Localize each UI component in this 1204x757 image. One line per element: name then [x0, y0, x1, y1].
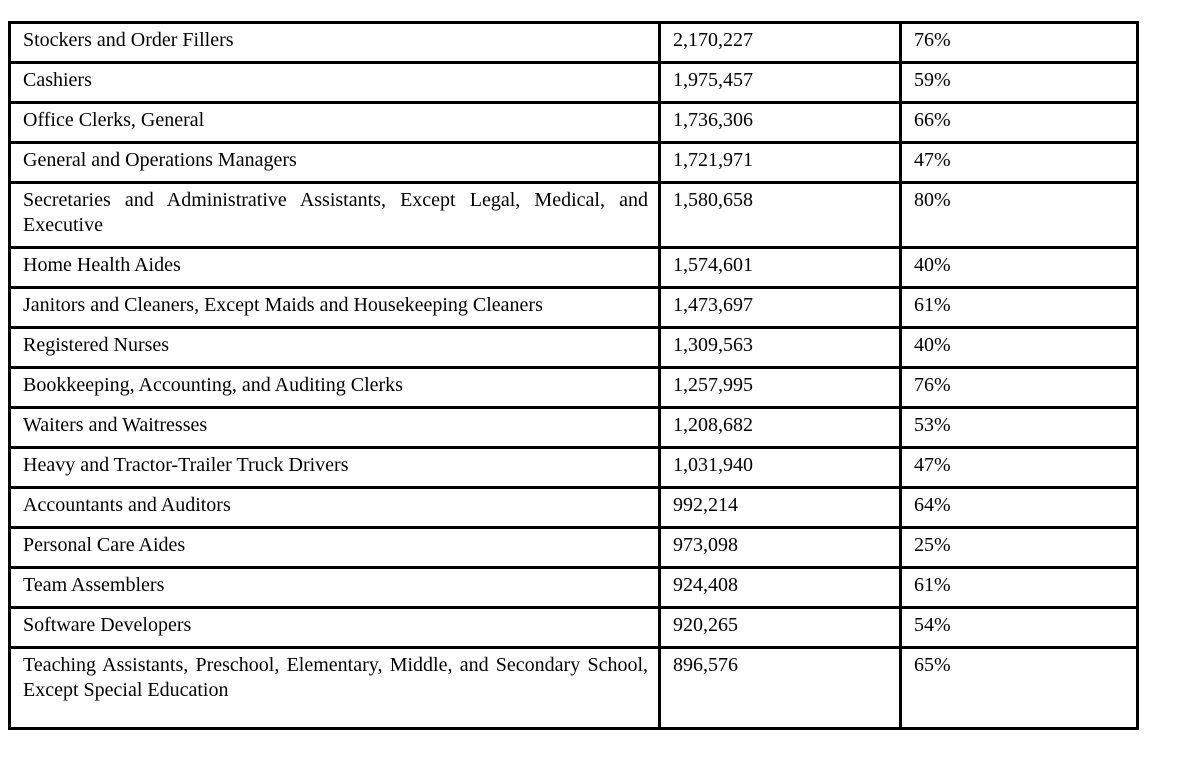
percent-cell: 80%	[899, 181, 1139, 249]
percent-cell: 54%	[899, 606, 1139, 649]
occupation-cell: Home Health Aides	[8, 246, 661, 289]
employment-cell: 1,574,601	[658, 246, 902, 289]
table-row: Secretaries and Administrative Assistant…	[8, 181, 1139, 249]
employment-cell: 1,031,940	[658, 446, 902, 489]
employment-cell: 992,214	[658, 486, 902, 529]
table-row: Registered Nurses 1,309,563 40%	[8, 326, 1139, 369]
employment-cell: 1,736,306	[658, 101, 902, 144]
employment-cell: 1,721,971	[658, 141, 902, 184]
occupation-cell: Bookkeeping, Accounting, and Auditing Cl…	[8, 366, 661, 409]
employment-cell: 1,473,697	[658, 286, 902, 329]
table-row: Office Clerks, General 1,736,306 66%	[8, 101, 1139, 144]
occupation-cell: Team Assemblers	[8, 566, 661, 609]
percent-cell: 61%	[899, 286, 1139, 329]
employment-cell: 1,309,563	[658, 326, 902, 369]
employment-cell: 1,975,457	[658, 61, 902, 104]
percent-cell: 76%	[899, 366, 1139, 409]
table-row: Bookkeeping, Accounting, and Auditing Cl…	[8, 366, 1139, 409]
table-row: General and Operations Managers 1,721,97…	[8, 141, 1139, 184]
occupation-cell: Cashiers	[8, 61, 661, 104]
percent-cell: 40%	[899, 246, 1139, 289]
occupation-cell: Teaching Assistants, Preschool, Elementa…	[8, 646, 661, 730]
table-row: Stockers and Order Fillers 2,170,227 76%	[8, 21, 1139, 64]
employment-cell: 1,257,995	[658, 366, 902, 409]
occupation-cell: General and Operations Managers	[8, 141, 661, 184]
percent-cell: 47%	[899, 446, 1139, 489]
table-row: Personal Care Aides 973,098 25%	[8, 526, 1139, 569]
employment-cell: 896,576	[658, 646, 902, 730]
percent-cell: 76%	[899, 21, 1139, 64]
table-row: Teaching Assistants, Preschool, Elementa…	[8, 646, 1139, 730]
occupation-employment-table: Stockers and Order Fillers 2,170,227 76%…	[8, 21, 1139, 730]
percent-cell: 64%	[899, 486, 1139, 529]
percent-cell: 65%	[899, 646, 1139, 730]
table-row: Team Assemblers 924,408 61%	[8, 566, 1139, 609]
employment-cell: 973,098	[658, 526, 902, 569]
occupation-cell: Janitors and Cleaners, Except Maids and …	[8, 286, 661, 329]
table-row: Software Developers 920,265 54%	[8, 606, 1139, 649]
table-row: Accountants and Auditors 992,214 64%	[8, 486, 1139, 529]
table-row: Cashiers 1,975,457 59%	[8, 61, 1139, 104]
percent-cell: 61%	[899, 566, 1139, 609]
table-row: Waiters and Waitresses 1,208,682 53%	[8, 406, 1139, 449]
occupation-cell: Accountants and Auditors	[8, 486, 661, 529]
employment-cell: 2,170,227	[658, 21, 902, 64]
table-row: Home Health Aides 1,574,601 40%	[8, 246, 1139, 289]
percent-cell: 47%	[899, 141, 1139, 184]
employment-cell: 920,265	[658, 606, 902, 649]
table-body: Stockers and Order Fillers 2,170,227 76%…	[8, 21, 1139, 730]
percent-cell: 53%	[899, 406, 1139, 449]
percent-cell: 66%	[899, 101, 1139, 144]
employment-cell: 924,408	[658, 566, 902, 609]
occupation-cell: Office Clerks, General	[8, 101, 661, 144]
employment-cell: 1,580,658	[658, 181, 902, 249]
table-row: Janitors and Cleaners, Except Maids and …	[8, 286, 1139, 329]
percent-cell: 25%	[899, 526, 1139, 569]
table-row: Heavy and Tractor-Trailer Truck Drivers …	[8, 446, 1139, 489]
percent-cell: 40%	[899, 326, 1139, 369]
occupation-cell: Software Developers	[8, 606, 661, 649]
employment-cell: 1,208,682	[658, 406, 902, 449]
percent-cell: 59%	[899, 61, 1139, 104]
occupation-cell: Personal Care Aides	[8, 526, 661, 569]
occupation-cell: Secretaries and Administrative Assistant…	[8, 181, 661, 249]
occupation-cell: Stockers and Order Fillers	[8, 21, 661, 64]
occupation-cell: Registered Nurses	[8, 326, 661, 369]
occupation-cell: Heavy and Tractor-Trailer Truck Drivers	[8, 446, 661, 489]
occupation-cell: Waiters and Waitresses	[8, 406, 661, 449]
